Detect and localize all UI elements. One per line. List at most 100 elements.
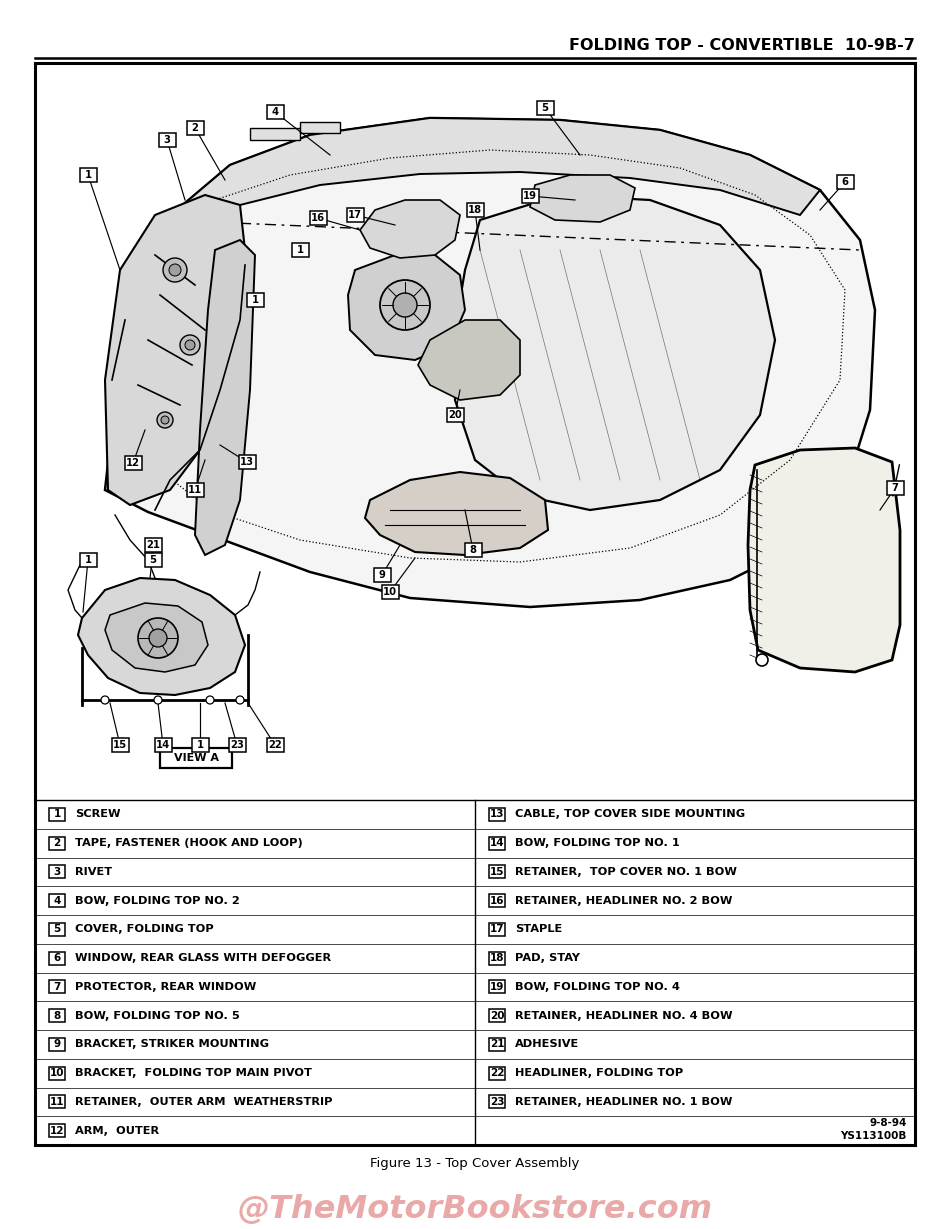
Bar: [186, 120, 203, 135]
Bar: [489, 951, 505, 965]
Bar: [537, 101, 554, 116]
Bar: [489, 1037, 505, 1051]
Text: 7: 7: [891, 483, 899, 493]
Text: 1: 1: [252, 295, 258, 305]
Bar: [250, 128, 300, 140]
Circle shape: [161, 415, 169, 424]
Bar: [186, 483, 203, 497]
Polygon shape: [105, 118, 875, 607]
Text: 18: 18: [490, 954, 504, 964]
Bar: [246, 293, 263, 307]
Text: RETAINER, HEADLINER NO. 2 BOW: RETAINER, HEADLINER NO. 2 BOW: [515, 896, 732, 906]
Text: 22: 22: [268, 740, 282, 750]
Bar: [49, 1095, 65, 1109]
Circle shape: [756, 654, 768, 666]
Text: @TheMotorBookstore.com: @TheMotorBookstore.com: [238, 1195, 712, 1225]
Text: 14: 14: [489, 838, 504, 848]
Bar: [159, 133, 176, 147]
Polygon shape: [78, 578, 245, 696]
Text: 23: 23: [230, 740, 244, 750]
Text: 10: 10: [383, 587, 397, 597]
Circle shape: [393, 293, 417, 317]
Bar: [489, 923, 505, 935]
Text: 15: 15: [113, 740, 127, 750]
Text: BOW, FOLDING TOP NO. 4: BOW, FOLDING TOP NO. 4: [515, 982, 680, 992]
Text: 19: 19: [523, 190, 537, 202]
Text: 9: 9: [378, 570, 386, 580]
Text: 16: 16: [490, 896, 504, 906]
Bar: [489, 895, 505, 907]
Text: COVER, FOLDING TOP: COVER, FOLDING TOP: [75, 924, 214, 934]
Text: RETAINER, HEADLINER NO. 1 BOW: RETAINER, HEADLINER NO. 1 BOW: [515, 1096, 732, 1107]
Bar: [489, 865, 505, 879]
Bar: [49, 1125, 65, 1137]
Text: 2: 2: [53, 838, 61, 848]
Circle shape: [157, 412, 173, 428]
Bar: [49, 951, 65, 965]
Text: BOW, FOLDING TOP NO. 5: BOW, FOLDING TOP NO. 5: [75, 1010, 239, 1020]
Text: 8: 8: [469, 544, 477, 556]
Text: 5: 5: [542, 103, 548, 113]
Text: 7: 7: [53, 982, 61, 992]
Circle shape: [169, 264, 181, 277]
Polygon shape: [195, 240, 255, 556]
Polygon shape: [365, 472, 548, 556]
Polygon shape: [455, 195, 775, 510]
Text: 6: 6: [842, 177, 848, 187]
Bar: [49, 1037, 65, 1051]
Text: 1: 1: [296, 245, 304, 254]
Text: FOLDING TOP - CONVERTIBLE  10-9B-7: FOLDING TOP - CONVERTIBLE 10-9B-7: [569, 38, 915, 53]
Text: PAD, STAY: PAD, STAY: [515, 954, 580, 964]
Polygon shape: [360, 200, 460, 258]
Bar: [446, 408, 464, 422]
Circle shape: [185, 340, 195, 350]
Bar: [49, 837, 65, 849]
Text: 19: 19: [490, 982, 504, 992]
Text: 18: 18: [468, 205, 482, 215]
Circle shape: [236, 696, 244, 704]
Text: TAPE, FASTENER (HOOK AND LOOP): TAPE, FASTENER (HOOK AND LOOP): [75, 838, 303, 848]
Text: 9-8-94: 9-8-94: [869, 1118, 907, 1128]
Bar: [155, 737, 172, 752]
Text: 3: 3: [53, 866, 61, 876]
Text: 20: 20: [448, 410, 462, 420]
Text: RETAINER, HEADLINER NO. 4 BOW: RETAINER, HEADLINER NO. 4 BOW: [515, 1010, 732, 1020]
Bar: [111, 737, 128, 752]
Bar: [465, 543, 482, 557]
Text: 8: 8: [53, 1010, 61, 1020]
Text: 1: 1: [53, 810, 61, 820]
Text: 23: 23: [490, 1096, 504, 1107]
Bar: [160, 748, 232, 768]
Bar: [489, 837, 505, 849]
Text: 13: 13: [240, 457, 254, 467]
Bar: [489, 1095, 505, 1109]
Text: 9: 9: [53, 1040, 61, 1050]
Text: VIEW A: VIEW A: [174, 753, 218, 763]
Text: SCREW: SCREW: [75, 810, 121, 820]
Bar: [49, 865, 65, 879]
Text: 10: 10: [49, 1068, 65, 1078]
Text: HEADLINER, FOLDING TOP: HEADLINER, FOLDING TOP: [515, 1068, 683, 1078]
Text: 11: 11: [49, 1096, 65, 1107]
Bar: [124, 456, 142, 469]
Polygon shape: [348, 254, 465, 360]
Text: 1: 1: [85, 556, 91, 565]
Text: 22: 22: [490, 1068, 504, 1078]
Text: 20: 20: [490, 1010, 504, 1020]
Text: 2: 2: [192, 123, 199, 133]
Bar: [238, 455, 256, 469]
Bar: [837, 175, 853, 189]
Bar: [300, 122, 340, 133]
Text: BOW, FOLDING TOP NO. 1: BOW, FOLDING TOP NO. 1: [515, 838, 680, 848]
Text: ADHESIVE: ADHESIVE: [515, 1040, 580, 1050]
Bar: [292, 243, 309, 257]
Text: 1: 1: [85, 170, 91, 179]
Text: 11: 11: [188, 485, 202, 495]
Text: RETAINER,  TOP COVER NO. 1 BOW: RETAINER, TOP COVER NO. 1 BOW: [515, 866, 737, 876]
Polygon shape: [105, 603, 208, 672]
Bar: [886, 481, 903, 495]
Text: 16: 16: [311, 213, 325, 222]
Text: 15: 15: [490, 866, 504, 876]
Text: Figure 13 - Top Cover Assembly: Figure 13 - Top Cover Assembly: [370, 1156, 580, 1170]
Text: BOW, FOLDING TOP NO. 2: BOW, FOLDING TOP NO. 2: [75, 896, 239, 906]
